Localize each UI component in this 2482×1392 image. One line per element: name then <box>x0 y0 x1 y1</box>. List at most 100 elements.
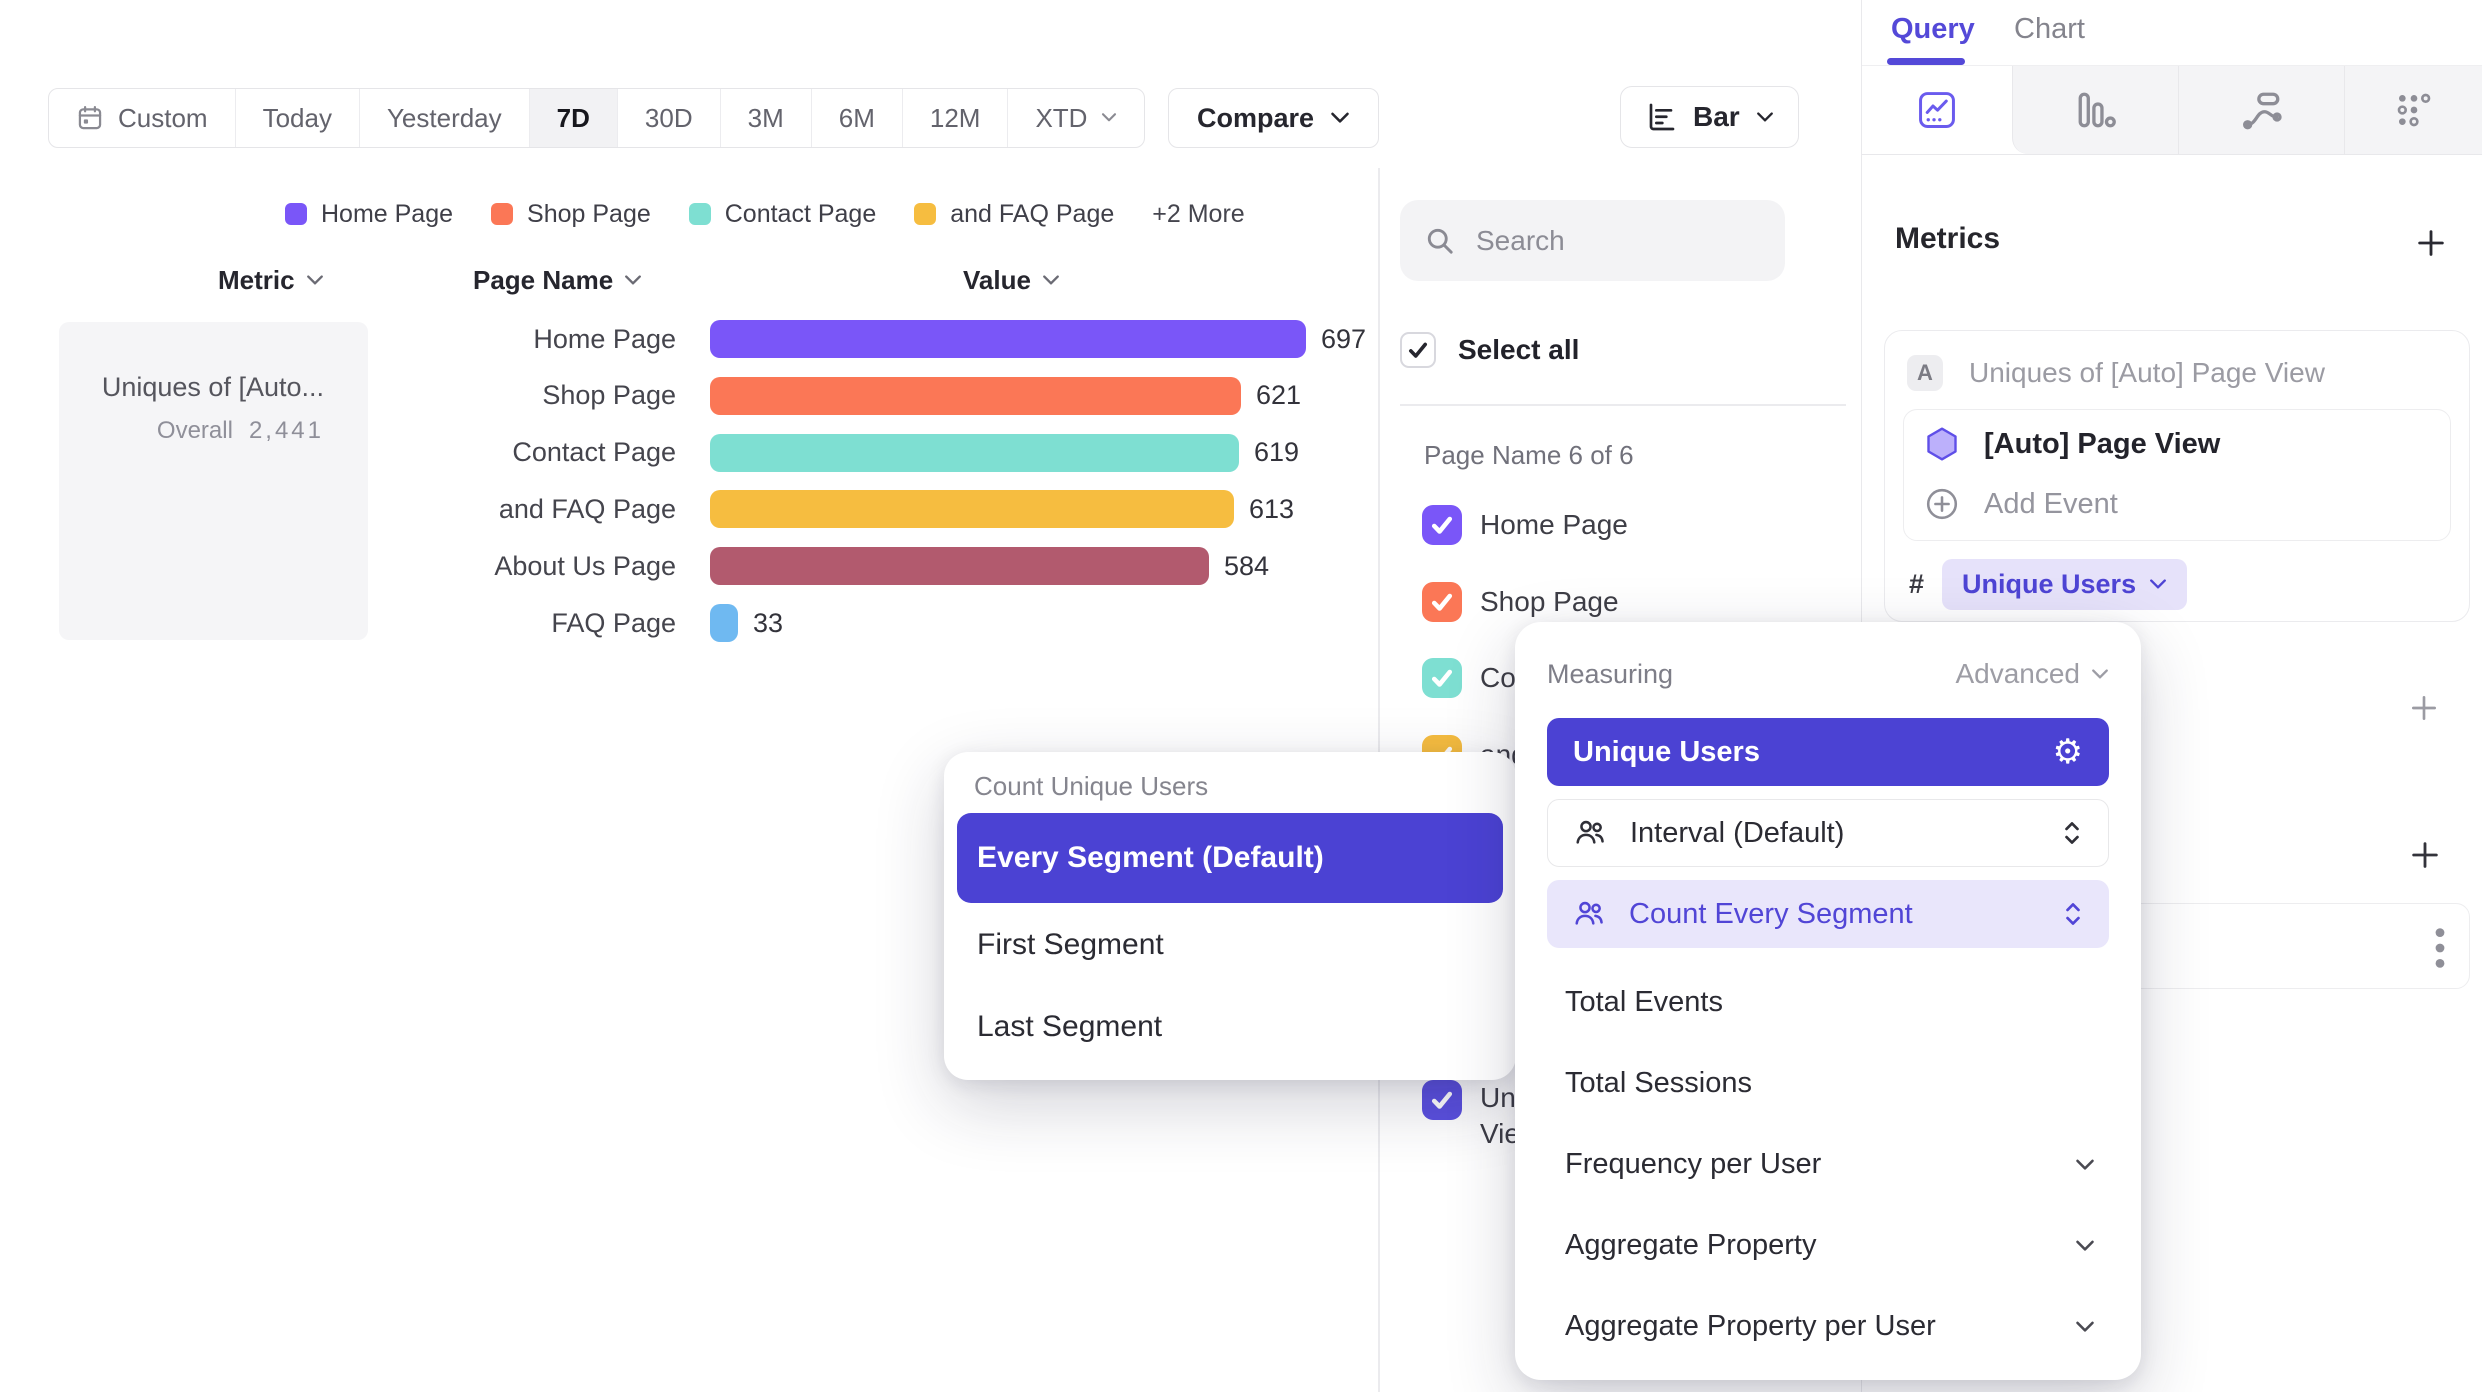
legend-item[interactable]: Home Page <box>285 200 453 229</box>
funnels-icon <box>2075 89 2117 131</box>
select-all-label: Select all <box>1458 334 1580 365</box>
segment-popover-title: Count Unique Users <box>974 771 1209 801</box>
legend-item[interactable]: and FAQ Page <box>914 200 1114 229</box>
gear-icon[interactable]: ⚙ <box>2052 733 2083 771</box>
select-all-checkbox[interactable] <box>1400 332 1436 368</box>
legend-item[interactable]: Shop Page <box>491 200 651 229</box>
bar-row-label: Shop Page <box>542 380 676 411</box>
measuring-option-aggregate-property-per-user[interactable]: Aggregate Property per User <box>1547 1286 2109 1367</box>
filter-item-shop-page[interactable]: Shop Page <box>1422 581 1619 622</box>
date-range-today[interactable]: Today <box>236 89 360 147</box>
report-tab-funnels[interactable] <box>2011 66 2179 154</box>
legend-more[interactable]: +2 More <box>1152 199 1245 228</box>
bar-value-label: 584 <box>1224 550 1270 581</box>
column-header-page-name[interactable]: Page Name <box>473 265 642 296</box>
bar[interactable] <box>710 604 738 642</box>
chart-type-select[interactable]: Bar <box>1620 86 1799 148</box>
date-range-3m[interactable]: 3M <box>721 89 812 147</box>
advanced-toggle[interactable]: Advanced <box>1955 658 2109 690</box>
report-tab-retention[interactable] <box>2344 66 2482 154</box>
checkbox-checked[interactable] <box>1422 581 1462 622</box>
date-range-label: 3M <box>747 102 784 133</box>
event-row[interactable]: [Auto] Page View <box>1924 426 2450 462</box>
checkbox-checked[interactable] <box>1422 1080 1462 1120</box>
add-event-button[interactable]: Add Event <box>1924 486 2450 522</box>
divider <box>1400 404 1846 406</box>
measuring-option-list: Total Events Total Sessions Frequency per … <box>1547 962 2109 1367</box>
bar-row-label: and FAQ Page <box>498 493 676 524</box>
filter-item-home-page[interactable]: Home Page <box>1422 505 1628 545</box>
measuring-param-count-every-segment[interactable]: Count Every Segment <box>1547 880 2109 948</box>
metrics-heading: Metrics <box>1895 222 2001 255</box>
search-box[interactable] <box>1400 200 1785 281</box>
bar-value-label: 619 <box>1254 437 1300 468</box>
measuring-option-total-events[interactable]: Total Events <box>1547 962 2109 1043</box>
compare-button[interactable]: Compare <box>1168 88 1380 148</box>
legend-item[interactable]: Contact Page <box>688 199 877 229</box>
chevron-down-icon <box>1756 111 1774 124</box>
hash-icon: # <box>1909 569 1925 599</box>
segment-option-first-segment[interactable]: First Segment <box>977 928 1164 961</box>
filter-group-label: Page Name 6 of 6 <box>1424 440 1634 470</box>
search-input[interactable] <box>1474 223 1758 258</box>
tab-query[interactable]: Query <box>1891 13 1975 45</box>
bar[interactable] <box>710 490 1234 529</box>
hexagon-icon <box>1924 426 1960 462</box>
date-range-30d[interactable]: 30D <box>618 89 721 147</box>
legend-color-chip <box>914 203 937 225</box>
metric-summary-overall: Overall 2,441 <box>156 417 324 444</box>
add-filter-button[interactable] <box>2408 692 2440 724</box>
measuring-title: Measuring <box>1547 658 1674 689</box>
chevron-down-icon <box>2075 1320 2095 1334</box>
measuring-option-aggregate-property[interactable]: Aggregate Property <box>1547 1205 2109 1286</box>
date-range-label: Today <box>262 102 332 133</box>
bar[interactable] <box>710 547 1209 586</box>
report-tab-flows[interactable] <box>2178 66 2345 154</box>
measuring-option-frequency-per-user[interactable]: Frequency per User <box>1547 1124 2109 1205</box>
retention-icon <box>2394 90 2434 130</box>
column-header-value[interactable]: Value <box>963 265 1060 296</box>
chevron-down-icon <box>2075 1158 2095 1172</box>
bar[interactable] <box>710 433 1239 472</box>
chevron-down-icon <box>2075 1239 2095 1253</box>
column-header-metric[interactable]: Metric <box>218 265 324 296</box>
measurement-dropdown[interactable]: Unique Users <box>1942 559 2188 610</box>
people-icon <box>1573 898 1605 930</box>
segment-option-last-segment[interactable]: Last Segment <box>977 1010 1163 1043</box>
metric-card-title: Uniques of [Auto] Page View <box>1969 357 2325 388</box>
chart-type-label: Bar <box>1693 101 1740 132</box>
metric-summary-title: Uniques of [Auto... <box>101 372 324 402</box>
date-range-xtd[interactable]: XTD <box>1008 89 1144 147</box>
add-metric-button[interactable] <box>2414 226 2448 260</box>
checkbox-checked[interactable] <box>1422 505 1462 545</box>
date-range-label: 12M <box>929 102 981 133</box>
date-range-group: Custom Today Yesterday 7D 30D 3M 6M 12M XTD <box>48 88 1146 148</box>
report-tab-insights[interactable] <box>1862 66 2012 154</box>
chevron-down-icon <box>1330 111 1350 125</box>
kebab-menu-icon[interactable] <box>2433 926 2447 970</box>
metric-card-header: A Uniques of [Auto] Page View <box>1907 355 2469 391</box>
measuring-option-selected[interactable]: Unique Users ⚙ <box>1547 718 2109 786</box>
add-breakdown-button[interactable] <box>2408 838 2442 872</box>
date-range-6m[interactable]: 6M <box>812 89 903 147</box>
measuring-param-interval-default-[interactable]: Interval (Default) <box>1547 799 2109 867</box>
tab-chart[interactable]: Chart <box>2014 13 2085 45</box>
flows-icon <box>2241 89 2283 131</box>
bar[interactable] <box>710 376 1241 415</box>
bar-chart-row: and FAQ Page 613 <box>0 481 1294 537</box>
date-range-custom[interactable]: Custom <box>49 89 236 147</box>
date-range-yesterday[interactable]: Yesterday <box>360 89 530 147</box>
checkbox-checked[interactable] <box>1422 658 1462 699</box>
date-range-12m[interactable]: 12M <box>903 89 1009 147</box>
bar[interactable] <box>710 320 1306 358</box>
measuring-option-total-sessions[interactable]: Total Sessions <box>1547 1043 2109 1124</box>
metric-summary-card[interactable]: Uniques of [Auto... Overall 2,441 <box>59 322 368 640</box>
bar-chart-row: Home Page 697 <box>0 311 1366 367</box>
legend-label: Contact Page <box>724 199 877 228</box>
people-icon <box>1574 817 1606 849</box>
select-all-row[interactable]: Select all <box>1400 330 1579 370</box>
bar-row-label: FAQ Page <box>551 607 676 638</box>
segment-option-selected[interactable]: Every Segment (Default) <box>957 813 1503 903</box>
date-range-7d[interactable]: 7D <box>529 89 618 147</box>
compare-label: Compare <box>1197 102 1315 133</box>
